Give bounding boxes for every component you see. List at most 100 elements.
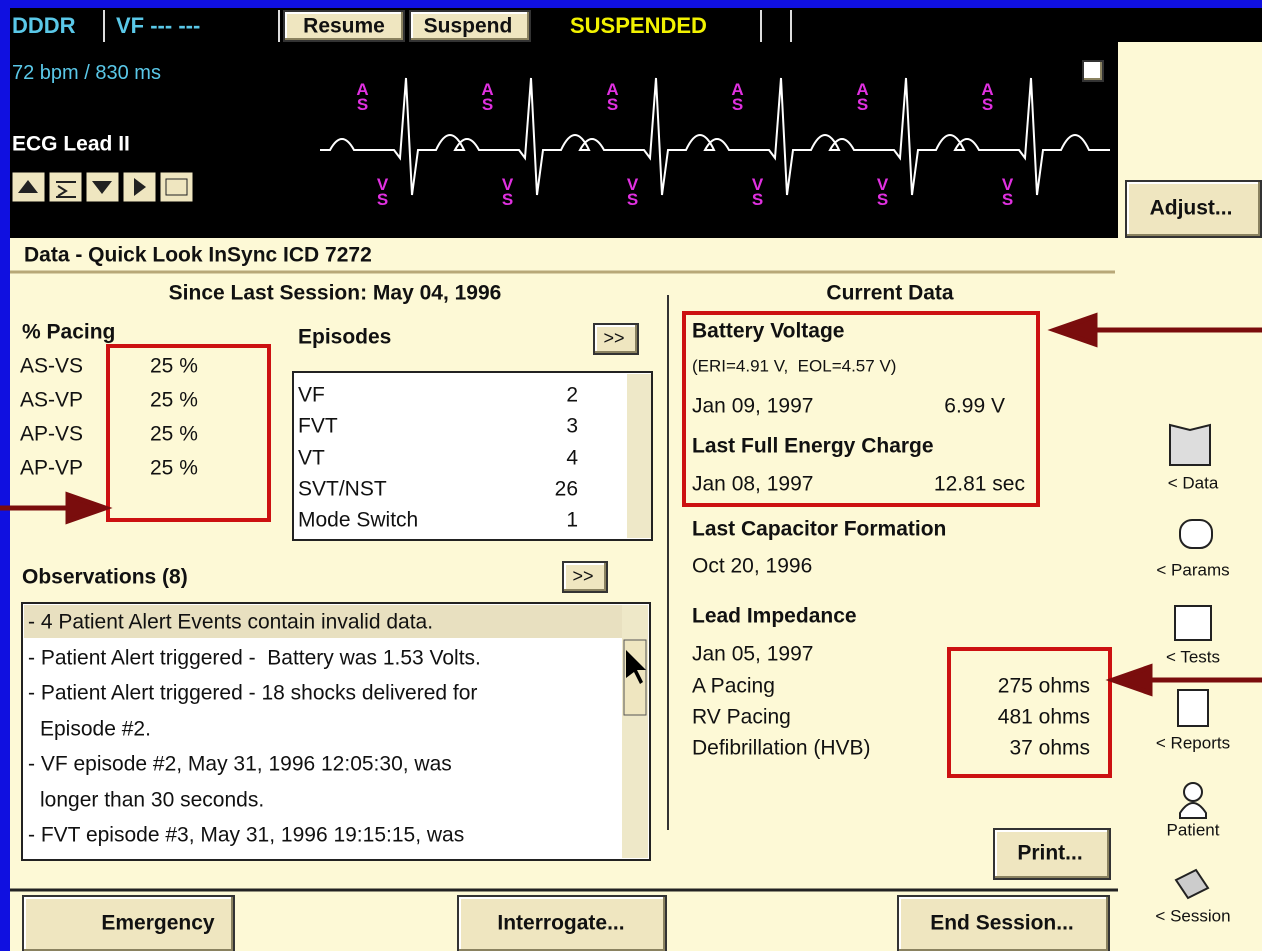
nav-label[interactable]: < Session	[1155, 906, 1231, 926]
date: Oct 20, 1996	[692, 554, 813, 578]
top-bar	[10, 8, 1262, 42]
pacing-marker: VS	[748, 175, 767, 205]
value: 6.99 V	[944, 394, 1005, 418]
button-label: >>	[572, 566, 594, 586]
date: Jan 09, 1997	[692, 394, 814, 418]
pacing-value: 25 %	[150, 456, 198, 480]
episode-name: VT	[298, 446, 325, 470]
impedance-label: RV Pacing	[692, 705, 791, 729]
emergency-button[interactable]	[22, 895, 235, 951]
section-title: Data - Quick Look InSync ICD 7272	[24, 243, 372, 267]
heading: % Pacing	[22, 320, 116, 344]
nav-label[interactable]: < Tests	[1165, 647, 1221, 667]
nav-label[interactable]: Patient	[1166, 820, 1220, 840]
observation-line: - FVT episode #3, May 31, 1996 19:15:15,…	[28, 823, 465, 847]
button-label: Adjust...	[1149, 196, 1233, 220]
heading: Observations (8)	[22, 565, 188, 589]
episode-name: VF	[298, 383, 325, 407]
scrollbar[interactable]	[627, 374, 651, 538]
observation-line: - Patient Alert triggered - Battery was …	[28, 646, 481, 669]
button-label: >>	[603, 328, 625, 348]
observations-list[interactable]	[21, 602, 651, 861]
observation-line: - VF episode #2, May 31, 1996 12:05:30, …	[28, 752, 452, 776]
heading: Last Full Energy Charge	[692, 434, 934, 458]
scroll-thumb[interactable]	[623, 639, 647, 716]
nav-label[interactable]: < Reports	[1155, 733, 1231, 753]
pacing-marker: VS	[998, 175, 1017, 205]
observation-line: - 4 Patient Alert Events contain invalid…	[28, 610, 434, 634]
episodes-list[interactable]	[292, 371, 653, 541]
episode-count: 26	[554, 477, 578, 501]
observation-line: longer than 30 seconds.	[40, 788, 265, 811]
heading: Last Capacitor Formation	[692, 517, 947, 541]
rate: 72 bpm / 830 ms	[12, 62, 161, 84]
selected-row	[24, 605, 622, 638]
pacing-marker: VS	[873, 175, 892, 205]
rhythm: VF --- ---	[116, 13, 201, 38]
observation-line: - Patient Alert triggered - 18 shocks de…	[28, 681, 478, 705]
pacing-marker: VS	[373, 175, 392, 205]
separator	[790, 10, 792, 42]
heading: Episodes	[298, 325, 392, 349]
pacing-marker: AS	[603, 80, 622, 110]
battery-limits: (ERI=4.91 V, EOL=4.57 V)	[692, 356, 897, 376]
pacing-label: AS-VS	[20, 354, 84, 378]
episode-count: 4	[566, 446, 578, 470]
interrogate-button[interactable]	[457, 895, 667, 951]
episode-count: 3	[566, 414, 578, 438]
pacing-marker: AS	[478, 80, 497, 110]
pacing-marker: VS	[623, 175, 642, 205]
cursor	[626, 650, 646, 684]
ecg-waveform	[320, 77, 1110, 196]
nav-label[interactable]: < Data	[1167, 473, 1219, 493]
annotations	[106, 311, 1112, 778]
frame-top	[0, 0, 1262, 8]
pacing-marker: AS	[978, 80, 997, 110]
episode-name: FVT	[298, 414, 338, 438]
impedance-label: A Pacing	[692, 674, 775, 698]
mode: DDDR	[12, 13, 76, 38]
episodes-expand[interactable]	[593, 323, 639, 355]
suspend-button[interactable]	[409, 10, 531, 42]
button-label: Resume	[303, 14, 385, 38]
nav-label[interactable]: < Params	[1156, 560, 1230, 580]
heading: Current Data	[826, 281, 954, 305]
button-label: Print...	[1017, 841, 1083, 865]
end-session-button[interactable]	[897, 895, 1110, 951]
pacing-value: 25 %	[150, 422, 198, 446]
impedance-value: 481 ohms	[997, 705, 1090, 729]
ecg-controls	[11, 171, 194, 203]
episode-count: 2	[566, 383, 578, 407]
heading: Since Last Session: May 04, 1996	[168, 281, 502, 305]
adjust-button[interactable]	[1125, 180, 1262, 238]
pacing-label: AP-VS	[20, 422, 84, 446]
ecg-panel	[10, 42, 1118, 238]
pacing-label: AP-VP	[20, 456, 84, 480]
print-button[interactable]	[993, 828, 1111, 880]
observation-line: Episode #2.	[40, 717, 151, 740]
resume-button[interactable]	[283, 10, 405, 42]
episode-name: SVT/NST	[298, 477, 387, 501]
button-label: End Session...	[930, 911, 1074, 935]
separator	[103, 10, 105, 42]
impedance-value: 37 ohms	[1009, 736, 1090, 760]
button-label: Suspend	[423, 14, 513, 38]
value: 12.81 sec	[933, 472, 1025, 496]
nav-icons	[1169, 423, 1213, 900]
lead: ECG Lead II	[12, 132, 130, 156]
maximize-button[interactable]	[1082, 60, 1104, 82]
separator	[760, 10, 762, 42]
date: Jan 05, 1997	[692, 642, 814, 666]
button-label: Emergency	[101, 911, 215, 935]
pacing-value: 25 %	[150, 354, 198, 378]
impedance-value: 275 ohms	[997, 674, 1090, 698]
heading: Lead Impedance	[692, 604, 857, 628]
observations-expand[interactable]	[562, 561, 608, 593]
separator	[278, 10, 280, 42]
impedance-label: Defibrillation (HVB)	[692, 736, 871, 760]
episode-count: 1	[566, 508, 578, 532]
heading: Battery Voltage	[692, 319, 845, 343]
pacing-marker: VS	[498, 175, 517, 205]
